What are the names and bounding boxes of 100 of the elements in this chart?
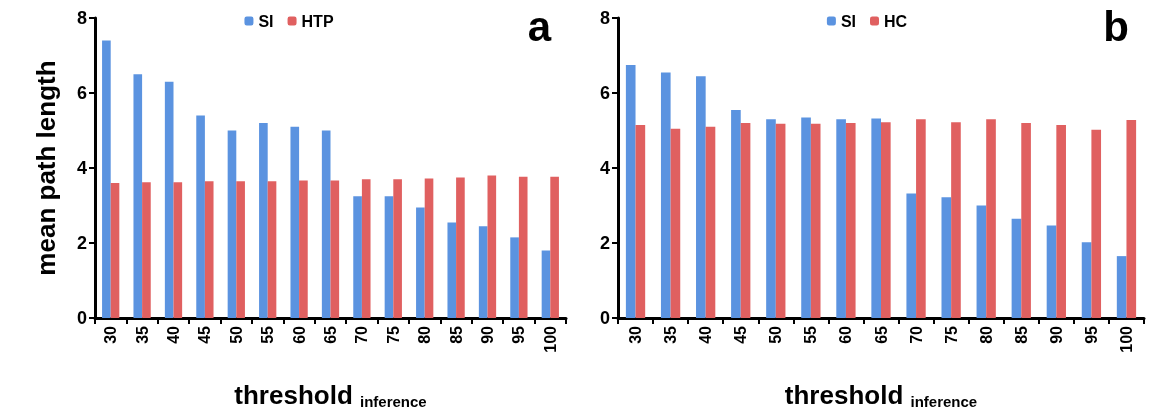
bar <box>941 197 952 318</box>
x-tick-label: 65 <box>322 325 339 344</box>
x-tick-label: 50 <box>767 325 785 344</box>
x-tick-label: 55 <box>259 325 277 344</box>
bar <box>906 193 917 318</box>
x-tick-label: 90 <box>1047 325 1065 344</box>
x-tick-label: 60 <box>837 325 855 344</box>
bar <box>330 180 340 318</box>
bar <box>384 196 394 318</box>
bar <box>424 178 434 318</box>
bar <box>447 222 457 318</box>
x-tick-label: 45 <box>732 325 750 344</box>
bar <box>133 74 143 318</box>
y-tick-label: 8 <box>76 8 87 28</box>
bar <box>705 126 716 318</box>
bar <box>916 119 926 318</box>
bar <box>478 226 488 318</box>
bar <box>871 118 881 318</box>
bar <box>173 182 183 318</box>
legend-label: HTP <box>301 12 334 30</box>
bar <box>204 181 214 318</box>
bar <box>361 179 371 318</box>
bar <box>196 115 205 318</box>
y-tick-label: 0 <box>599 308 610 328</box>
bar <box>986 119 996 318</box>
bar <box>456 177 465 318</box>
x-tick-label: 40 <box>697 325 715 344</box>
bar <box>487 175 497 318</box>
y-tick-label: 8 <box>599 8 610 28</box>
x-tick-label: 70 <box>907 325 925 344</box>
x-tick-label: 100 <box>1117 325 1135 353</box>
bar <box>267 181 277 318</box>
x-tick-label: 80 <box>977 325 995 344</box>
bar <box>670 128 681 318</box>
bar <box>696 76 706 318</box>
bar <box>102 40 111 318</box>
x-tick-label: 65 <box>872 325 890 344</box>
bar <box>1021 123 1031 318</box>
y-tick-label: 4 <box>599 158 610 178</box>
y-tick-label: 6 <box>76 83 87 103</box>
x-tick-label: 35 <box>133 325 151 344</box>
x-tick-label: 30 <box>102 325 120 344</box>
bar <box>1081 242 1092 318</box>
bar <box>290 126 300 318</box>
y-tick-label: 6 <box>599 83 610 103</box>
x-tick-label: 70 <box>353 325 371 344</box>
bar <box>801 117 811 318</box>
x-axis-title: threshold inference <box>234 379 427 410</box>
x-tick-label: 75 <box>942 325 960 344</box>
bar <box>227 130 237 318</box>
chart-title: b <box>1103 2 1129 50</box>
bar <box>766 119 776 318</box>
bar <box>110 183 120 318</box>
bar <box>1011 218 1022 318</box>
bar <box>951 122 961 318</box>
bar <box>510 237 519 318</box>
bar <box>635 124 646 318</box>
bar <box>142 182 151 318</box>
y-tick-label: 4 <box>76 158 87 178</box>
legend-label: HC <box>884 12 908 30</box>
legend-label: SI <box>840 12 857 30</box>
bar <box>353 196 362 318</box>
chart-title: a <box>527 2 552 50</box>
x-tick-label: 85 <box>1012 325 1030 344</box>
x-tick-label: 45 <box>196 325 214 344</box>
bar <box>393 179 402 318</box>
bar <box>518 176 528 318</box>
bar <box>740 123 751 318</box>
x-tick-label: 95 <box>510 325 528 344</box>
bar <box>845 123 856 318</box>
bar <box>164 81 174 318</box>
x-axis-title: threshold inference <box>784 379 978 410</box>
bar <box>416 207 425 318</box>
x-tick-label: 90 <box>479 325 496 344</box>
x-tick-label: 95 <box>1082 325 1100 344</box>
x-tick-label: 35 <box>662 325 680 344</box>
x-tick-label: 100 <box>541 325 559 353</box>
bar <box>550 176 559 318</box>
bar <box>1116 256 1127 318</box>
x-tick-label: 55 <box>802 325 820 344</box>
x-tick-label: 80 <box>416 325 434 344</box>
bar <box>836 119 846 318</box>
x-tick-label: 30 <box>627 325 645 344</box>
legend-label: SI <box>258 12 274 30</box>
bar <box>1056 124 1066 318</box>
bar <box>1046 225 1057 318</box>
bar <box>775 123 786 318</box>
bar <box>541 250 551 318</box>
x-tick-label: 60 <box>290 325 308 344</box>
bar <box>731 109 741 318</box>
bar <box>881 122 891 318</box>
bar <box>299 180 308 318</box>
bar <box>1091 129 1102 318</box>
bar <box>259 123 268 318</box>
bar <box>321 130 331 318</box>
x-tick-label: 75 <box>384 325 402 344</box>
x-tick-label: 85 <box>447 325 465 344</box>
y-tick-label: 2 <box>76 233 87 253</box>
bar <box>660 72 671 318</box>
x-tick-label: 50 <box>227 325 245 344</box>
